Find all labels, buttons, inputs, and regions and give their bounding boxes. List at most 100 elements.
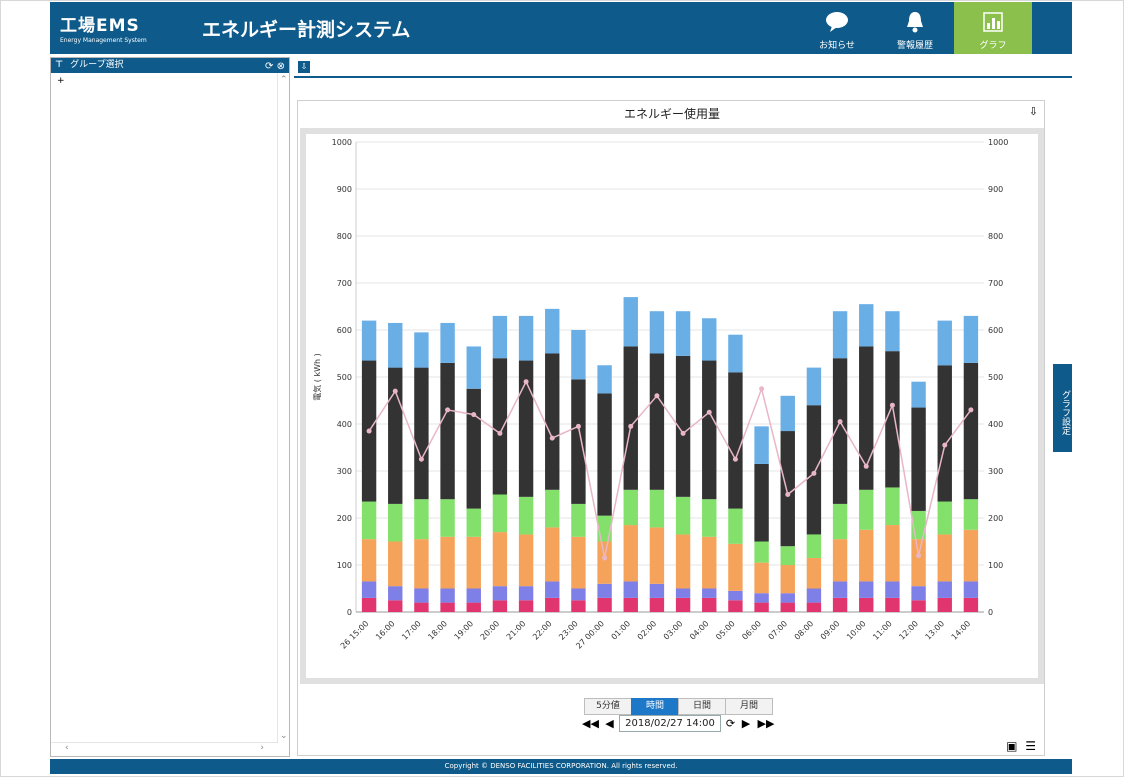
- line-point: [837, 419, 843, 425]
- bar-segment: [597, 583, 612, 598]
- date-input[interactable]: 2018/02/27 14:00: [619, 715, 721, 732]
- scroll-up-icon[interactable]: ⌃: [280, 75, 288, 85]
- bar-segment: [597, 515, 612, 542]
- x-tick-label: 21:00: [505, 619, 528, 642]
- bar-segment: [571, 503, 586, 537]
- bar-segment: [911, 586, 926, 601]
- bar-segment: [859, 346, 874, 490]
- scroll-left-icon[interactable]: ‹: [65, 743, 69, 753]
- nav-notices[interactable]: お知らせ: [798, 2, 876, 54]
- refresh-date-icon[interactable]: ⟳: [725, 717, 736, 730]
- line-point: [602, 555, 608, 561]
- bar-segment: [675, 355, 691, 497]
- bar-segment: [466, 536, 481, 589]
- nav-graph[interactable]: グラフ: [954, 2, 1032, 54]
- tab-5min[interactable]: 5分値: [584, 698, 632, 715]
- bar-segment: [675, 534, 691, 589]
- y-tick-label-right: 300: [988, 467, 1003, 476]
- scroll-down-icon[interactable]: ⌄: [280, 731, 288, 741]
- nav-alarm-history[interactable]: 警報履歴: [876, 2, 954, 54]
- logo[interactable]: 工場EMS Energy Management System: [60, 11, 147, 44]
- bar-segment: [597, 393, 612, 516]
- scroll-right-icon[interactable]: ›: [260, 743, 264, 753]
- main-divider: [294, 76, 1072, 78]
- line-series: [368, 379, 972, 559]
- bar-segment: [859, 581, 874, 598]
- refresh-icon[interactable]: ⟳: [265, 61, 274, 72]
- bar-segment: [597, 365, 612, 394]
- bar-segment: [754, 562, 769, 594]
- x-tick-label: 19:00: [452, 619, 475, 642]
- y-tick-label-right: 600: [988, 326, 1003, 335]
- x-tick-label: 03:00: [662, 619, 685, 642]
- bar-segment: [492, 532, 508, 587]
- line-point: [549, 435, 555, 441]
- bar-segment: [963, 499, 979, 530]
- x-tick-label: 22:00: [531, 619, 554, 642]
- bar-segment: [414, 539, 429, 589]
- bar-segment: [623, 297, 638, 347]
- y-tick-label-right: 200: [988, 514, 1003, 523]
- bottom-tools: ▣ ☰: [1006, 739, 1036, 753]
- bar-segment: [545, 597, 560, 612]
- fast-forward-icon[interactable]: ▶▶: [757, 717, 775, 730]
- line-point: [575, 423, 581, 429]
- y-tick-label-left: 500: [337, 373, 352, 382]
- app-title: エネルギー計測システム: [202, 19, 411, 41]
- x-tick-label: 05:00: [714, 619, 737, 642]
- bar-segment: [492, 586, 508, 601]
- line-point: [445, 407, 451, 413]
- bar-segment: [832, 597, 848, 612]
- x-tick-label: 16:00: [374, 619, 397, 642]
- export-icon[interactable]: ⇩: [298, 61, 310, 73]
- export-file-icon[interactable]: ▣: [1006, 739, 1018, 753]
- bar-segment: [545, 489, 560, 528]
- bar-segment: [754, 541, 769, 563]
- bar-segment: [885, 351, 900, 488]
- date-navigation: ◀◀ ◀ 2018/02/27 14:00 ⟳ ▶ ▶▶: [582, 715, 775, 733]
- interval-tabs: 5分値 時間 日間 月間: [584, 693, 773, 715]
- bar-segment: [937, 501, 952, 535]
- line-point: [654, 393, 660, 399]
- bar-segment: [571, 536, 586, 589]
- bar-segment: [832, 503, 848, 540]
- y-tick-label-right: 1000: [988, 138, 1008, 147]
- bar-segment: [492, 600, 508, 612]
- sidebar-header: ⊤ グループ選択 ⟳ ⊗: [51, 58, 289, 73]
- forward-icon[interactable]: ▶: [741, 717, 751, 730]
- horizontal-scrollbar[interactable]: ‹ ›: [51, 742, 278, 756]
- pin-icon[interactable]: ⇩: [1028, 105, 1038, 118]
- bar-segment: [466, 508, 481, 537]
- bar-segment: [361, 539, 377, 582]
- graph-settings-tab[interactable]: グラフ設定: [1053, 364, 1072, 452]
- bar-segment: [545, 308, 560, 354]
- tree-root[interactable]: +: [57, 76, 65, 86]
- bar-segment: [885, 311, 900, 352]
- bar-segment: [675, 311, 691, 356]
- tree-icon: ⊤: [55, 60, 64, 70]
- tab-monthly[interactable]: 月間: [725, 698, 773, 715]
- bar-segment: [832, 311, 848, 359]
- vertical-scrollbar[interactable]: ⌃ ⌄: [277, 73, 289, 743]
- bar-segment: [754, 463, 769, 542]
- bar-segment: [728, 508, 743, 544]
- x-tick-label: 26 15:00: [339, 619, 371, 651]
- y-tick-label-left: 400: [337, 420, 352, 429]
- bar-segment: [963, 315, 979, 363]
- close-icon[interactable]: ⊗: [276, 61, 285, 72]
- x-tick-label: 27 00:00: [574, 619, 606, 651]
- tab-hourly[interactable]: 時間: [631, 698, 679, 715]
- bar-segment: [702, 588, 717, 598]
- tab-daily[interactable]: 日間: [678, 698, 726, 715]
- bar-segment: [963, 529, 979, 582]
- x-tick-label: 08:00: [793, 619, 816, 642]
- list-icon[interactable]: ☰: [1025, 739, 1036, 753]
- bar-segment: [649, 583, 665, 598]
- line-point: [706, 409, 712, 415]
- bar-segment: [414, 499, 429, 540]
- sidebar: ⊤ グループ選択 ⟳ ⊗ + ⌃ ⌄ ‹ ›: [50, 57, 290, 757]
- back-icon[interactable]: ◀: [605, 717, 614, 730]
- fast-back-icon[interactable]: ◀◀: [582, 717, 599, 730]
- x-tick-label: 13:00: [923, 619, 946, 642]
- bar-segment: [780, 593, 795, 603]
